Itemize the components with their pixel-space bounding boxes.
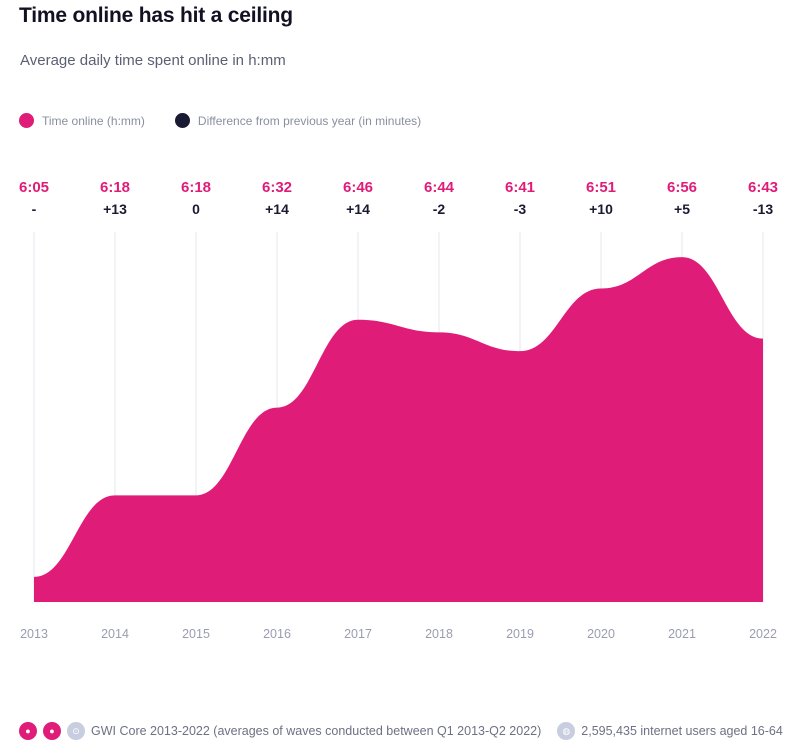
audience-icon: ◍ bbox=[557, 722, 576, 740]
x-tick-2022: 2022 bbox=[749, 627, 777, 641]
gwi-logo-icon: ● bbox=[19, 722, 37, 740]
value-label-2021: 6:56 bbox=[667, 179, 697, 196]
legend-item-difference: Difference from previous year (in minute… bbox=[174, 113, 422, 128]
x-tick-2013: 2013 bbox=[20, 627, 48, 641]
legend: Time online (h:mm) Difference from previ… bbox=[19, 113, 451, 128]
brand-logo-icon: ● bbox=[43, 722, 61, 740]
chart-subtitle: Average daily time spent online in h:mm bbox=[20, 52, 286, 69]
x-tick-2018: 2018 bbox=[425, 627, 453, 641]
value-label-2016: 6:32 bbox=[262, 179, 292, 196]
x-tick-2021: 2021 bbox=[668, 627, 696, 641]
diff-label-2020: +10 bbox=[589, 201, 613, 217]
value-label-2015: 6:18 bbox=[181, 179, 211, 196]
x-tick-2019: 2019 bbox=[506, 627, 534, 641]
legend-swatch-time-online bbox=[19, 113, 34, 128]
x-tick-2016: 2016 bbox=[263, 627, 291, 641]
value-label-2014: 6:18 bbox=[100, 179, 130, 196]
value-label-2017: 6:46 bbox=[343, 179, 373, 196]
footer: ● ● ⊙ GWI Core 2013-2022 (averages of wa… bbox=[19, 722, 783, 740]
value-label-2013: 6:05 bbox=[19, 179, 49, 196]
footer-sample: 2,595,435 internet users aged 16-64 bbox=[581, 724, 783, 738]
source-icon: ⊙ bbox=[67, 722, 85, 740]
value-label-2020: 6:51 bbox=[586, 179, 616, 196]
diff-label-2016: +14 bbox=[265, 201, 289, 217]
diff-label-2013: - bbox=[32, 201, 37, 217]
diff-label-2014: +13 bbox=[103, 201, 127, 217]
value-label-2019: 6:41 bbox=[505, 179, 535, 196]
legend-item-time-online: Time online (h:mm) bbox=[19, 113, 145, 128]
diff-label-2021: +5 bbox=[674, 201, 690, 217]
chart-title: Time online has hit a ceiling bbox=[19, 4, 293, 27]
diff-label-2019: -3 bbox=[514, 201, 527, 217]
diff-label-2017: +14 bbox=[346, 201, 370, 217]
area-chart: 6:05 - 2013 6:18 +13 2014 6:18 0 2015 6:32 +14 2016… bbox=[19, 179, 778, 641]
diff-label-2015: 0 bbox=[192, 201, 200, 217]
footer-source: GWI Core 2013-2022 (averages of waves co… bbox=[91, 724, 542, 738]
diff-label-2022: -13 bbox=[753, 201, 773, 217]
area-series-time-online bbox=[34, 257, 763, 602]
legend-swatch-difference bbox=[174, 113, 190, 128]
legend-label-time-online: Time online (h:mm) bbox=[42, 113, 145, 128]
legend-label-difference: Difference from previous year (in minute… bbox=[197, 113, 422, 128]
value-label-2018: 6:44 bbox=[424, 179, 455, 196]
x-tick-2020: 2020 bbox=[587, 627, 615, 641]
diff-label-2018: -2 bbox=[433, 201, 446, 217]
x-tick-2014: 2014 bbox=[101, 627, 129, 641]
value-label-2022: 6:43 bbox=[748, 179, 778, 196]
x-tick-2015: 2015 bbox=[182, 627, 210, 641]
x-tick-2017: 2017 bbox=[344, 627, 372, 641]
